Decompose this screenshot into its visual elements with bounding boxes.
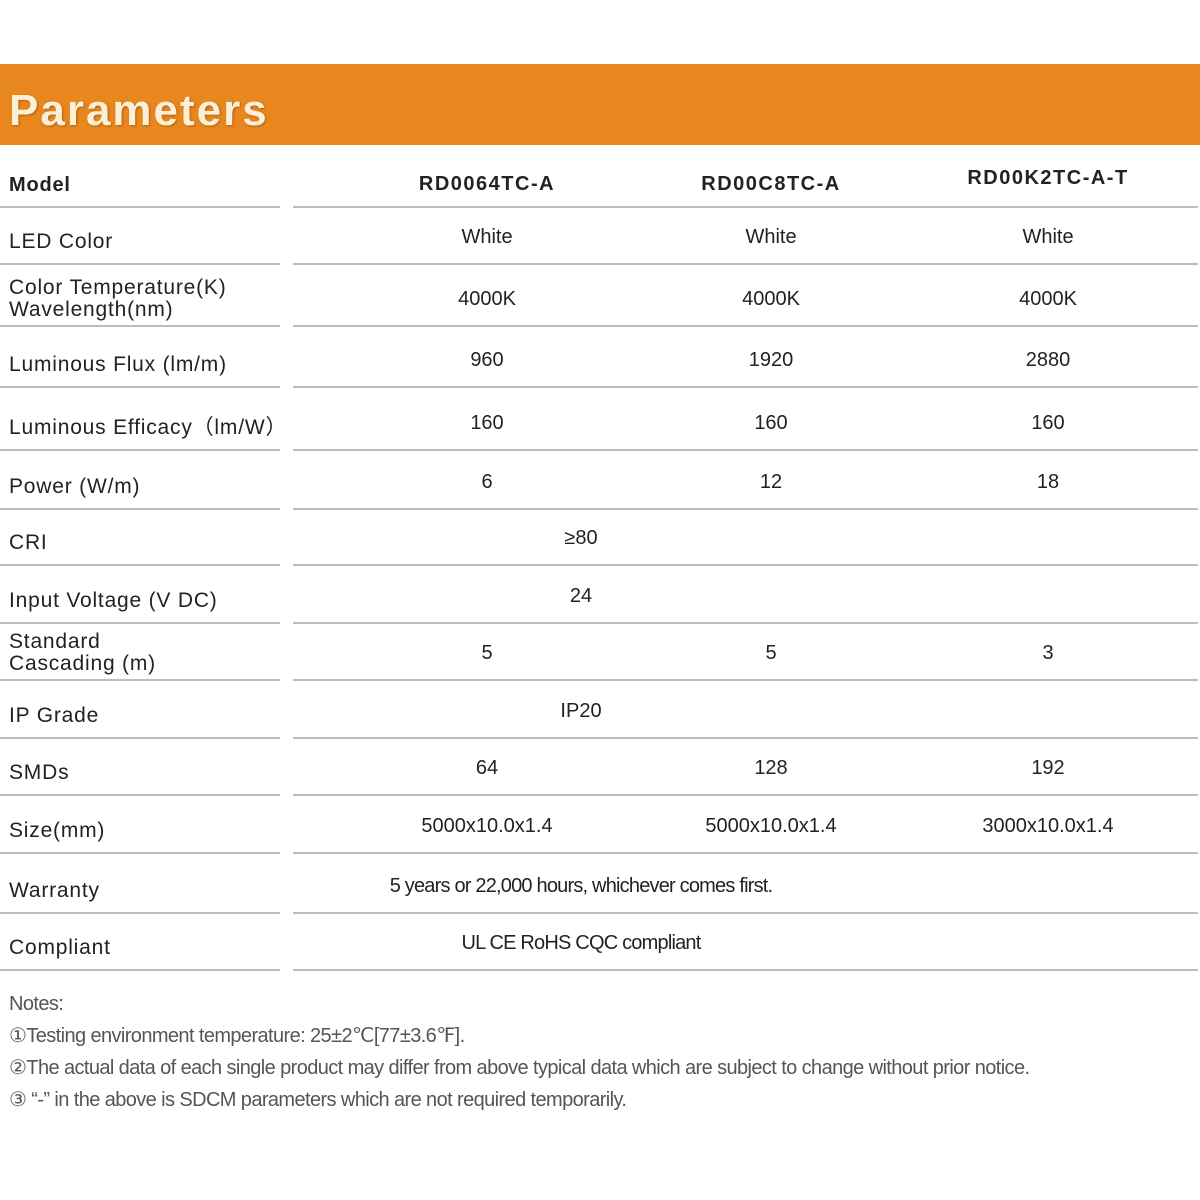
table-row: Input Voltage (V DC) 24 [0,566,1200,624]
row-divider [0,263,280,265]
model-name: RD0064TC-A [418,173,556,195]
notes: Notes: ①Testing environment temperature:… [9,988,1030,1116]
row-divider [293,679,1198,681]
value-cell: 6 [481,471,493,493]
row-label: Luminous Flux (lm/m) [9,353,227,376]
table-row: LED Color White White White [0,208,1200,265]
row-divider [0,325,280,327]
value-cell: 5 [481,642,493,664]
model-name: RD00C8TC-A [701,173,841,195]
row-divider [293,449,1198,451]
row-divider [0,912,280,914]
row-divider [293,325,1198,327]
value-cell: 960 [470,349,504,371]
table-header-row: Model RD0064TC-A RD00C8TC-A RD00K2TC-A-T [0,145,1200,208]
table-row: Luminous Efficacy（lm/W） 160 160 160 [0,388,1200,451]
value-cell: 2880 [1025,349,1071,371]
value-cell: 1920 [748,349,794,371]
row-divider [293,912,1198,914]
row-divider [293,622,1198,624]
row-divider [0,622,280,624]
spanned-value-cell: 24 [569,585,593,607]
row-divider [293,564,1198,566]
row-label: Color Temperature(K) Wavelength(nm) [9,276,227,321]
value-cell: 4000K [1019,288,1077,310]
row-label: Compliant [9,936,111,959]
value-cell: 18 [1036,471,1060,493]
row-divider [0,206,280,208]
row-divider [293,508,1198,510]
model-name: RD00K2TC-A-T [967,167,1129,189]
row-divider [293,852,1198,854]
table-row: Warranty 5 years or 22,000 hours, whichev… [0,854,1200,914]
value-cell: 5 [765,642,777,664]
value-cell: 128 [754,757,788,779]
row-label: Luminous Efficacy（lm/W） [9,416,288,439]
row-label: SMDs [9,761,70,784]
row-divider [0,564,280,566]
row-divider [0,969,280,971]
row-divider [293,386,1198,388]
note-item: ①Testing environment temperature: 25±2℃[… [9,1025,465,1047]
notes-heading: Notes: [9,993,64,1015]
table-row: IP Grade IP20 [0,681,1200,739]
note-item: ②The actual data of each single product … [9,1057,1030,1079]
spanned-value-cell: IP20 [560,700,602,722]
table-row: Size(mm) 5000x10.0x1.4 5000x10.0x1.4 3000x1… [0,796,1200,854]
row-divider [0,679,280,681]
value-cell: White [745,226,797,248]
table-row: Standard Cascading (m) 5 5 3 [0,624,1200,681]
row-label: Input Voltage (V DC) [9,589,218,612]
row-label: Standard Cascading (m) [9,630,156,675]
row-divider [0,852,280,854]
value-cell: White [461,226,513,248]
table-row: CRI ≥80 [0,510,1200,566]
row-label: CRI [9,531,48,554]
page-title: Parameters [9,86,269,135]
value-cell: 3 [1042,642,1054,664]
row-divider [293,263,1198,265]
row-label: Power (W/m) [9,475,141,498]
row-divider [0,449,280,451]
value-cell: 64 [475,757,499,779]
value-cell: 3000x10.0x1.4 [982,815,1114,837]
value-cell: 160 [470,412,504,434]
table-row: Power (W/m) 6 12 18 [0,451,1200,510]
spanned-value-cell: ≥80 [564,527,598,549]
value-cell: 5000x10.0x1.4 [705,815,837,837]
value-cell: 160 [1031,412,1065,434]
row-divider [0,794,280,796]
row-label: Size(mm) [9,819,106,842]
title-banner: Parameters [0,64,1200,145]
value-cell: White [1022,226,1074,248]
row-divider [293,737,1198,739]
row-divider [293,206,1198,208]
note-item: ③ “-” in the above is SDCM parameters wh… [9,1089,627,1111]
row-divider [0,386,280,388]
row-label: Model [9,174,71,196]
table-row: SMDs 64 128 192 [0,739,1200,796]
value-cell: 5000x10.0x1.4 [421,815,553,837]
row-divider [293,969,1198,971]
table-row: Luminous Flux (lm/m) 960 1920 2880 [0,327,1200,388]
row-label: LED Color [9,230,114,253]
row-divider [0,737,280,739]
value-cell: 192 [1031,757,1065,779]
table-row: Compliant UL CE RoHS CQC compliant [0,914,1200,971]
value-cell: 12 [759,471,783,493]
spanned-value-cell: 5 years or 22,000 hours, whichever comes… [389,875,773,897]
row-divider [293,794,1198,796]
value-cell: 160 [754,412,788,434]
value-cell: 4000K [742,288,800,310]
table-row: Color Temperature(K) Wavelength(nm) 4000K… [0,265,1200,327]
row-label: IP Grade [9,704,100,727]
value-cell: 4000K [458,288,516,310]
row-label: Warranty [9,879,100,902]
spanned-value-cell: UL CE RoHS CQC compliant [461,932,701,954]
row-divider [0,508,280,510]
